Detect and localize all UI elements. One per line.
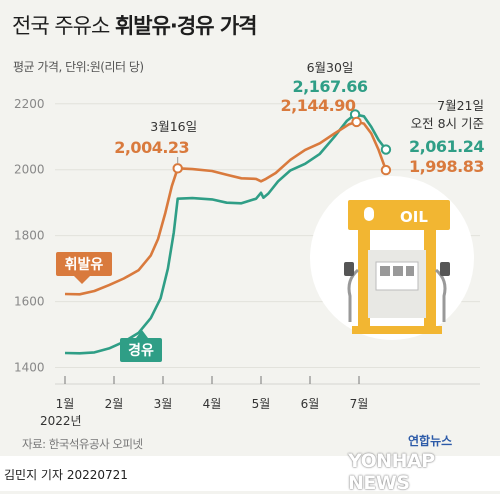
gasoline-label-pointer	[74, 276, 90, 284]
title-bold: 휘발유·경유 가격	[114, 14, 258, 38]
diesel-line	[64, 113, 387, 355]
annotation-value: 2,144.90	[281, 96, 356, 115]
y-tick-label: 1800	[14, 229, 45, 243]
annotation-marker	[380, 164, 392, 176]
byline-text: 김민지 기자 20220721	[4, 468, 128, 482]
x-tick-label: 1월	[56, 397, 75, 411]
diesel-label-pointer	[136, 330, 148, 338]
diesel-label-box	[120, 338, 162, 362]
gasoline-label-box	[56, 252, 112, 276]
station-roof	[348, 200, 450, 230]
annotation-date: 7월21일	[437, 98, 484, 113]
x-tick-label: 3월	[154, 397, 173, 411]
x-year-label: 2022년	[40, 414, 82, 428]
pump-display-2	[393, 266, 403, 276]
annotation-value: 2,004.23	[114, 138, 189, 157]
title-prefix: 전국 주유소	[12, 14, 115, 38]
annotation-marker	[172, 163, 183, 174]
yonhap-logo: 연합뉴스 YONHAP NEWS	[316, 428, 496, 494]
byline-bar: 김민지 기자 20220721	[0, 456, 500, 491]
price-chart: OIL 1400 1600 1800 2000 2200 1월 2월 3월 4월 5월 6월 7월 20…	[14, 60, 485, 428]
annotation-date: 6월30일	[307, 60, 354, 75]
logo-english: YONHAP NEWS	[348, 450, 435, 494]
x-tick-label: 2월	[105, 397, 124, 411]
oil-drop-icon	[364, 207, 374, 221]
y-tick-label: 1600	[14, 295, 45, 309]
source-note: 자료: 한국석유공사 오피넷	[22, 437, 143, 451]
annotation-date: 3월16일	[150, 119, 197, 134]
x-tick-label: 5월	[252, 397, 271, 411]
chart-subtitle: 평균 가격, 단위:원(리터 당)	[13, 60, 144, 74]
pump-hose-left	[347, 268, 360, 322]
diesel-label-text: 경유	[128, 342, 154, 359]
x-tick-label: 6월	[301, 397, 320, 411]
pump-base	[352, 326, 442, 334]
chart-annotations: 3월16일 2,004.23 6월30일 2,167.662,144.90 7월21일오…	[114, 60, 485, 176]
chart-grid	[55, 103, 480, 369]
gas-station-illustration: OIL	[310, 176, 474, 340]
gasoline-label-text: 휘발유	[65, 256, 104, 273]
pump-hose-right	[434, 268, 447, 322]
page-title: 전국 주유소 휘발유·경유 가격	[12, 10, 258, 40]
annotation-date: 오전 8시 기준	[411, 116, 484, 131]
nozzle-right	[440, 262, 450, 276]
x-tick-label: 7월	[350, 397, 369, 411]
logo-korean: 연합뉴스	[408, 434, 453, 448]
station-pillar-left	[358, 230, 370, 330]
y-tick-label: 1400	[14, 361, 45, 375]
chart-axes: 1400 1600 1800 2000 2200 1월 2월 3월 4월 5월 6월 7월 2022년	[14, 97, 480, 428]
nozzle-left	[344, 262, 354, 276]
pump-display-3	[406, 266, 414, 276]
oil-sign-text: OIL	[400, 208, 428, 226]
station-pillar-right	[424, 230, 436, 330]
x-tick-label: 4월	[203, 397, 222, 411]
annotation-value: 2,167.66	[293, 77, 368, 96]
y-tick-label: 2000	[14, 163, 45, 177]
pump-display-1	[380, 266, 390, 276]
annotation-value: 1,998.83	[409, 157, 484, 176]
annotation-marker	[380, 144, 392, 155]
annotation-marker	[351, 116, 362, 128]
annotation-value: 2,061.24	[409, 137, 484, 156]
y-tick-label: 2200	[14, 97, 45, 111]
